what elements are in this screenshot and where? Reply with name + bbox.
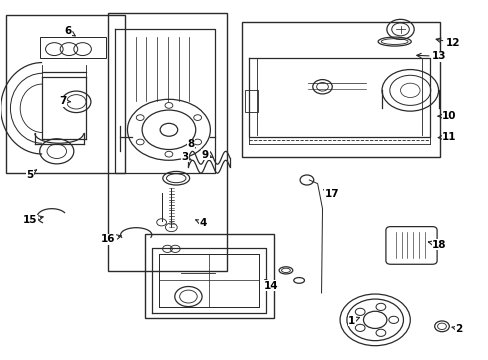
Text: 14: 14 <box>264 279 278 291</box>
Bar <box>242 22 439 157</box>
Text: 17: 17 <box>323 189 339 199</box>
Text: 11: 11 <box>437 132 456 142</box>
Text: 3: 3 <box>181 152 191 162</box>
Bar <box>144 234 273 318</box>
Bar <box>245 90 257 112</box>
Text: 6: 6 <box>64 26 75 36</box>
Text: 9: 9 <box>202 150 212 160</box>
Text: 16: 16 <box>101 234 121 244</box>
Text: 5: 5 <box>26 170 37 180</box>
Text: 13: 13 <box>416 51 446 61</box>
Text: 18: 18 <box>427 239 446 249</box>
Text: 4: 4 <box>195 218 206 228</box>
Bar <box>108 13 227 271</box>
Text: 7: 7 <box>60 96 70 106</box>
Text: 15: 15 <box>22 215 43 225</box>
Bar <box>40 37 105 58</box>
Bar <box>5 15 125 173</box>
Text: 10: 10 <box>437 111 456 121</box>
Text: 12: 12 <box>435 38 460 48</box>
Text: 1: 1 <box>347 316 359 325</box>
Text: 2: 2 <box>451 324 462 334</box>
Text: 8: 8 <box>187 139 195 149</box>
